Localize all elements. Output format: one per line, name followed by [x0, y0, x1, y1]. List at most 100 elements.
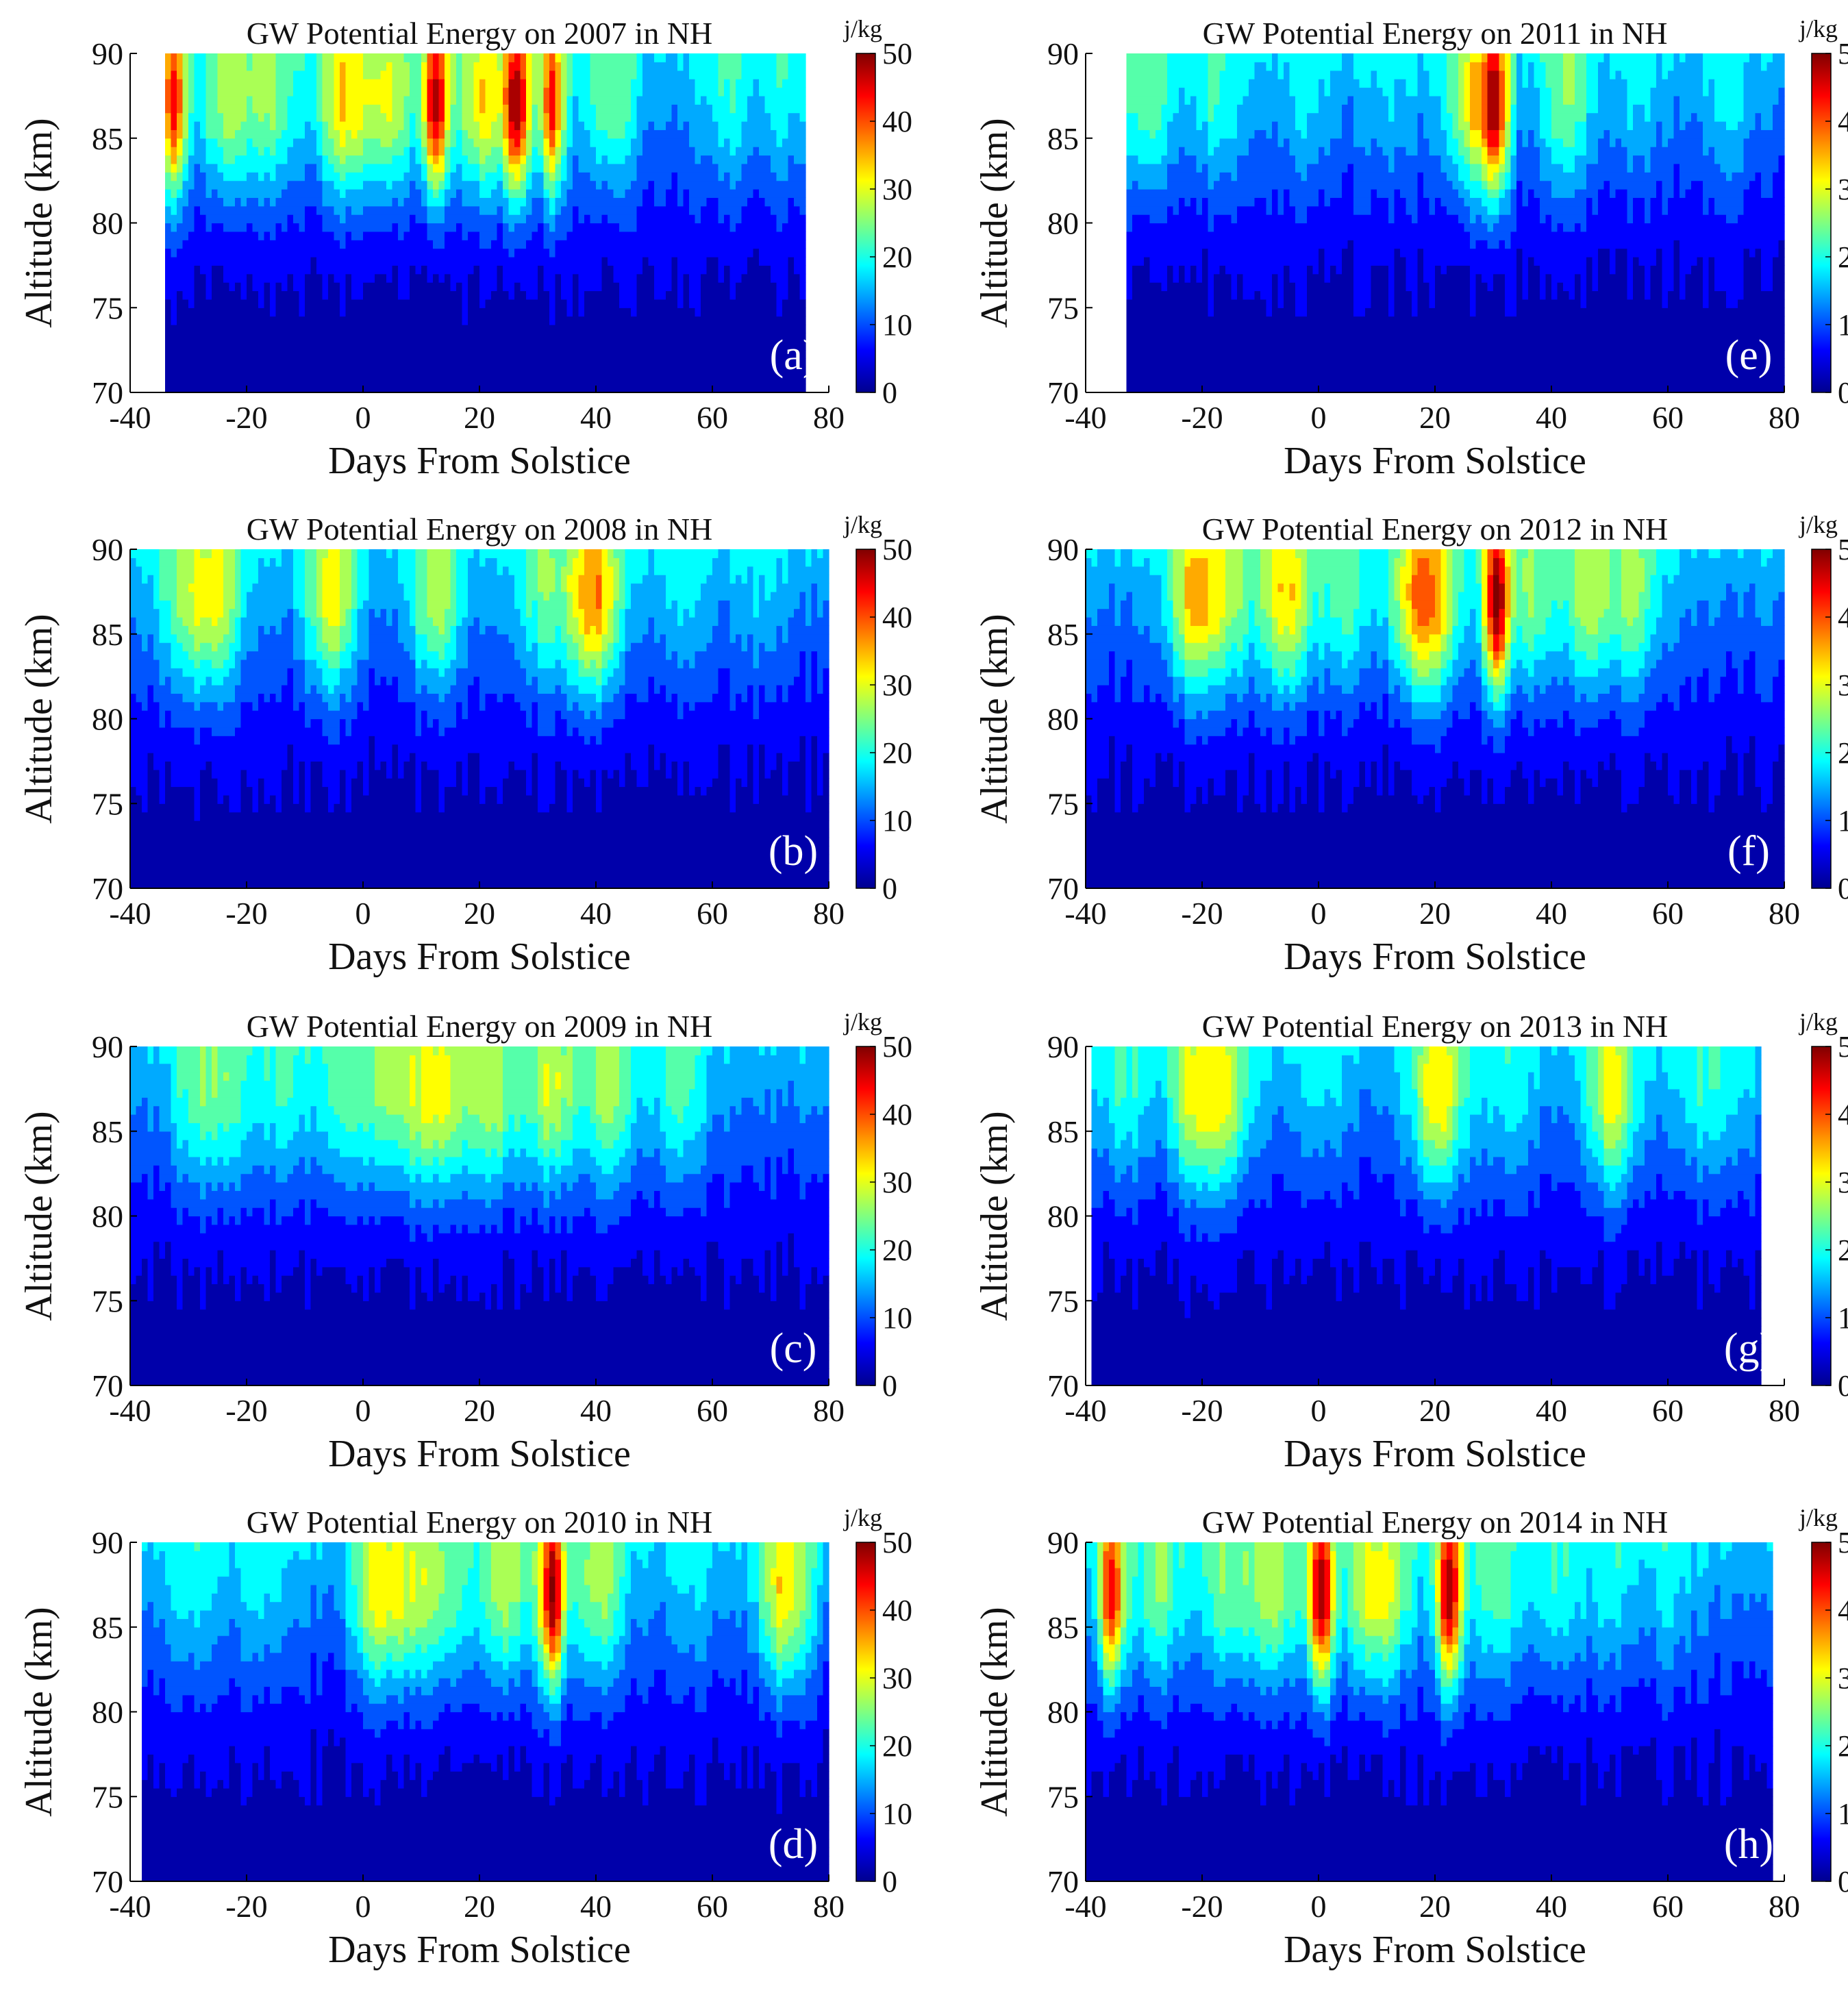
- heat-cell: [386, 71, 392, 79]
- heat-cell: [346, 231, 352, 240]
- heat-cell: [486, 206, 492, 215]
- heat-cell: [491, 265, 497, 274]
- heat-cell: [497, 249, 503, 258]
- heat-cell: [561, 375, 567, 384]
- heat-cell: [421, 155, 427, 164]
- heat-cell: [188, 71, 195, 79]
- heat-cell: [468, 189, 474, 198]
- heat-cell: [503, 240, 509, 249]
- heat-cell: [497, 121, 503, 130]
- heat-cell: [456, 257, 462, 266]
- heat-cell: [200, 325, 206, 334]
- heat-cell: [410, 129, 416, 138]
- heat-cell: [497, 265, 503, 274]
- heat-cell: [177, 375, 183, 384]
- heat-cell: [386, 214, 392, 223]
- heat-cell: [555, 113, 562, 122]
- heat-cell: [200, 121, 206, 130]
- heat-cell: [351, 325, 358, 334]
- heat-cell: [316, 214, 323, 223]
- heat-cell: [549, 223, 555, 232]
- heat-cell: [474, 249, 480, 258]
- heat-cell: [555, 274, 562, 283]
- heat-cell: [439, 282, 445, 291]
- heat-cell: [456, 316, 462, 325]
- heat-cell: [456, 308, 462, 316]
- heat-cell: [474, 181, 480, 190]
- heat-cell: [351, 282, 358, 291]
- heat-cell: [247, 350, 253, 359]
- heat-cell: [479, 214, 486, 223]
- heat-cell: [229, 155, 236, 164]
- heat-cell: [358, 299, 364, 308]
- heat-cell: [358, 197, 364, 206]
- heat-cell: [567, 359, 573, 368]
- heat-cell: [474, 197, 480, 206]
- heat-cell: [229, 333, 236, 342]
- heat-cell: [311, 308, 317, 316]
- heat-cell: [171, 88, 177, 97]
- heat-cell: [479, 79, 486, 88]
- heat-cell: [212, 53, 218, 62]
- heat-cell: [305, 282, 311, 291]
- heat-cell: [608, 265, 614, 274]
- heat-cell: [514, 113, 521, 122]
- heat-cell: [206, 384, 212, 393]
- heat-cell: [579, 121, 585, 130]
- heat-cell: [206, 206, 212, 215]
- heat-cell: [165, 189, 171, 198]
- heat-cell: [468, 384, 474, 393]
- heat-cell: [514, 342, 521, 351]
- heat-cell: [555, 350, 562, 359]
- heat-cell: [567, 325, 573, 334]
- heat-cell: [462, 129, 469, 138]
- heat-cell: [369, 350, 375, 359]
- heat-cell: [526, 291, 532, 300]
- heat-cell: [270, 308, 276, 316]
- heat-cell: [625, 282, 632, 291]
- heat-cell: [614, 129, 620, 138]
- heat-cell: [619, 249, 625, 258]
- heat-cell: [614, 375, 620, 384]
- heat-cell: [497, 155, 503, 164]
- heat-cell: [427, 71, 434, 79]
- heat-cell: [421, 359, 427, 368]
- heat-cell: [433, 333, 439, 342]
- heat-cell: [340, 189, 346, 198]
- heat-cell: [398, 265, 404, 274]
- heat-cell: [439, 62, 445, 71]
- heat-cell: [549, 79, 555, 88]
- heat-cell: [549, 308, 555, 316]
- heat-cell: [346, 316, 352, 325]
- heat-cell: [358, 206, 364, 215]
- heat-cell: [241, 71, 247, 79]
- heat-cell: [451, 71, 457, 79]
- heat-cell: [573, 231, 579, 240]
- heat-cell: [247, 384, 253, 393]
- heat-cell: [614, 206, 620, 215]
- heat-cell: [212, 384, 218, 393]
- heat-cell: [334, 325, 340, 334]
- heat-cell: [614, 172, 620, 181]
- heat-cell: [526, 189, 532, 198]
- heat-cell: [195, 359, 201, 368]
- heat-cell: [165, 325, 171, 334]
- heat-cell: [497, 350, 503, 359]
- heat-cell: [631, 181, 637, 190]
- heat-cell: [369, 282, 375, 291]
- heat-cell: [625, 240, 632, 249]
- heat-cell: [258, 231, 264, 240]
- heat-cell: [241, 240, 247, 249]
- heat-cell: [439, 121, 445, 130]
- heat-cell: [596, 53, 602, 62]
- heat-cell: [503, 282, 509, 291]
- heat-cell: [468, 71, 474, 79]
- heat-cell: [358, 214, 364, 223]
- heat-cell: [514, 88, 521, 97]
- heat-cell: [398, 62, 404, 71]
- heat-cell: [619, 88, 625, 97]
- heat-cell: [398, 282, 404, 291]
- heat-cell: [573, 291, 579, 300]
- heat-cell: [195, 172, 201, 181]
